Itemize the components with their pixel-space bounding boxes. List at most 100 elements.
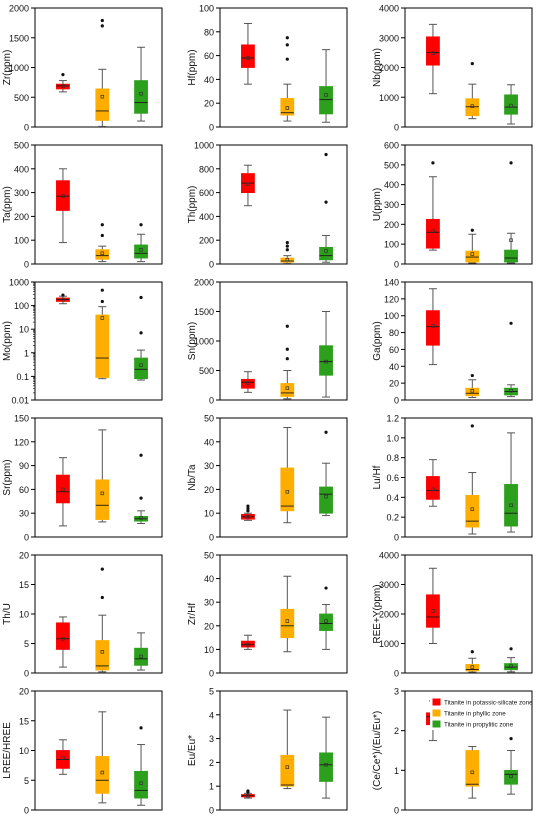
outlier-point (285, 248, 289, 252)
box-phyllic (280, 324, 295, 400)
mean-marker (139, 781, 143, 785)
outlier-point (285, 36, 289, 40)
mean-marker (61, 297, 65, 302)
mean-marker (431, 324, 435, 328)
mean-marker (470, 104, 475, 108)
chart-panel-15: 0 1000 2000 3000 4000 REE+Y(ppm) (372, 551, 533, 679)
y-tick-label: 5 (209, 687, 214, 697)
box-phyllic (95, 567, 110, 673)
box-phyllic (465, 62, 480, 120)
plot-frame (404, 281, 533, 401)
y-tick-label: 500 (384, 160, 399, 170)
y-axis-label: Sn(ppm) (187, 322, 198, 360)
chart-panel-10: 0 30 60 90 120 150 Sr(ppm) (2, 414, 163, 543)
box-iqr (95, 314, 110, 378)
mean-marker (100, 94, 105, 99)
chart-panel-5: 0 200 400 600 800 1000 Th(ppm) (187, 141, 348, 270)
chart-panel-3: 0 1000 2000 3000 4000 Nb(ppm) (372, 4, 533, 133)
chart-panel-6: 0 100 200 300 400 500 600 U(ppm) (372, 141, 533, 270)
y-tick-label: 0 (24, 669, 29, 679)
mean-marker (470, 665, 475, 669)
plot-frame (219, 554, 348, 674)
y-tick-label: 200 (14, 212, 29, 222)
box-iqr (56, 83, 70, 90)
box-phyllic (95, 223, 110, 263)
chart-panel-1: 0 500 1000 1500 2000 Zr(ppm) (2, 4, 163, 133)
box-potassic (56, 73, 70, 93)
box-phyllic (280, 709, 295, 790)
box-iqr (134, 244, 148, 259)
box-iqr (504, 484, 518, 527)
y-tick-label: 10 (204, 509, 214, 519)
outlier-point (324, 586, 328, 590)
y-tick-label: 150 (14, 414, 29, 424)
outlier-point (324, 200, 328, 204)
box-propylitic (134, 632, 148, 671)
legend-label-potassic: Titanite in potassic-silicate zone (444, 700, 533, 707)
chart-panel-13: 0 5 10 15 20 Th/U (2, 551, 163, 679)
mean-marker (324, 359, 328, 364)
legend-swatch-potassic (432, 698, 441, 706)
outlier-point (61, 293, 65, 297)
box-potassic (241, 164, 255, 207)
box-propylitic (504, 737, 518, 795)
box-iqr (241, 378, 255, 389)
y-tick-label: 20 (389, 379, 399, 389)
box-iqr (95, 756, 110, 794)
outlier-point (470, 62, 474, 66)
box-phyllic (95, 711, 110, 804)
y-axis-label: Mo(ppm) (2, 321, 13, 361)
y-tick-label: 1000 (9, 63, 29, 73)
legend-label-propylitic: Titanite in propylitic zone (444, 722, 514, 729)
outlier-point (285, 57, 289, 61)
chart-panel-14: 0 10 20 30 40 50 Zr/Hf (187, 551, 348, 679)
y-tick-label: 1000 (9, 278, 29, 288)
y-axis-label: Ta(ppm) (2, 186, 13, 223)
chart-panel-16: 0 5 10 15 20 LREE/HREE (2, 687, 163, 816)
y-tick-label: 1000 (194, 337, 214, 347)
box-iqr (504, 249, 518, 263)
y-axis-label: Th/U (2, 603, 13, 625)
outlier-point (100, 18, 104, 23)
y-tick-label: 400 (384, 180, 399, 190)
y-tick-label: 1500 (194, 307, 214, 317)
box-iqr (465, 664, 480, 672)
box-propylitic (319, 152, 333, 263)
y-tick-label: 0.2 (386, 513, 399, 523)
y-tick-label: 0 (209, 260, 214, 270)
y-axis-label: Nb/Ta (187, 464, 198, 491)
y-tick-label: 0 (209, 396, 214, 406)
chart-panel-17: 0 1 2 3 4 5 Eu/Eu* (187, 687, 348, 816)
outlier-point (470, 650, 474, 654)
y-axis-label: Zr/Hf (187, 603, 198, 625)
y-tick-label: 300 (14, 188, 29, 198)
box-propylitic (504, 84, 518, 125)
y-tick-label: 80 (389, 328, 399, 338)
box-iqr (280, 608, 295, 639)
box-propylitic (319, 716, 333, 799)
y-tick-label: 20 (19, 687, 29, 697)
y-tick-label: 10 (19, 746, 29, 756)
y-tick-label: 5 (24, 639, 29, 649)
box-propylitic (504, 647, 518, 673)
box-propylitic (319, 430, 333, 517)
box-potassic (241, 634, 255, 650)
y-tick-label: 0 (209, 806, 214, 816)
mean-marker (246, 793, 250, 798)
box-iqr (241, 640, 255, 648)
y-axis-label: Nb(ppm) (372, 48, 383, 87)
mean-marker (139, 91, 143, 96)
mean-marker (431, 487, 435, 492)
y-tick-label: 1.0 (386, 433, 399, 443)
outlier-point (100, 24, 104, 28)
y-tick-label: 15 (19, 716, 29, 726)
plot-frame (34, 144, 163, 265)
outlier-point (285, 347, 289, 351)
mean-marker (324, 763, 328, 767)
y-tick-label: 40 (204, 75, 214, 85)
y-tick-label: 80 (204, 27, 214, 37)
y-tick-label: 120 (384, 294, 399, 304)
y-tick-label: 0.4 (386, 493, 399, 503)
outlier-point (246, 789, 250, 793)
mean-marker (100, 316, 105, 320)
